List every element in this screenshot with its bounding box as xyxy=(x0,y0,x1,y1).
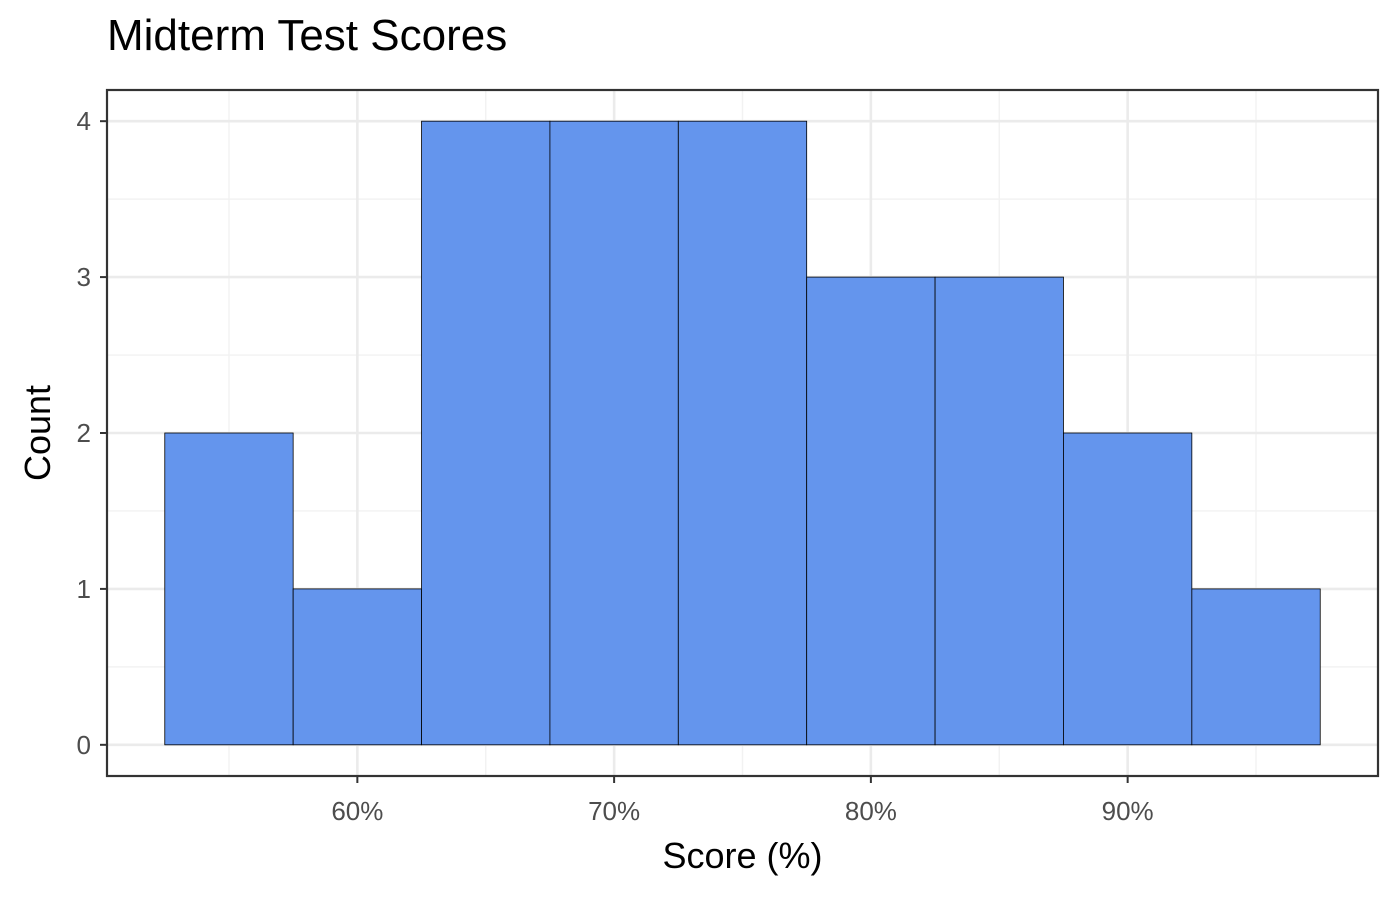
y-axis-title: Count xyxy=(17,384,58,482)
histogram-bar-5 xyxy=(677,120,808,746)
y-axis: 0 1 2 3 4 xyxy=(77,106,107,760)
x-tick-label: 80% xyxy=(845,796,897,826)
y-tick-label: 4 xyxy=(77,106,91,136)
x-axis: 60% 70% 80% 90% xyxy=(331,776,1154,826)
histogram-bars xyxy=(164,120,1321,746)
histogram-bar-6 xyxy=(806,276,936,746)
histogram-bar-9 xyxy=(1191,588,1321,746)
x-axis-title: Score (%) xyxy=(662,835,823,876)
histogram-bar-4 xyxy=(549,120,679,746)
y-tick-label: 1 xyxy=(77,574,91,604)
y-tick-label: 2 xyxy=(77,418,91,448)
y-tick-label: 3 xyxy=(77,262,91,292)
histogram-bar-3 xyxy=(421,120,551,746)
histogram-bar-7 xyxy=(934,276,1064,746)
histogram-bar-2 xyxy=(292,588,422,746)
histogram-bar-8 xyxy=(1063,432,1193,746)
x-tick-label: 90% xyxy=(1102,796,1154,826)
chart-title: Midterm Test Scores xyxy=(107,11,508,60)
x-tick-label: 60% xyxy=(331,796,383,826)
x-tick-label: 70% xyxy=(588,796,640,826)
y-tick-label: 0 xyxy=(77,730,91,760)
histogram-bar-1 xyxy=(164,432,294,746)
